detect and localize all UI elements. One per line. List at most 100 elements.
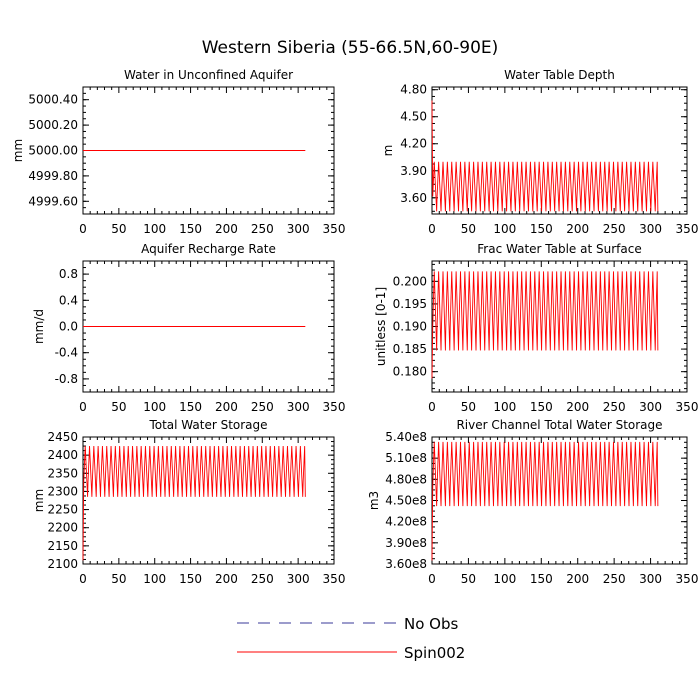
water-table-depth-xtick-label: 100 [493,222,516,236]
total-water-storage-xtick-label: 250 [251,572,274,586]
total-water-storage-xtick-label: 300 [287,572,310,586]
total-water-storage-ytick-label: 2350 [47,466,78,480]
water-table-depth-xtick-label: 250 [603,222,626,236]
total-water-storage-xtick-label: 100 [143,572,166,586]
water-table-depth-series-line [431,100,659,212]
frac-water-table-at-surface-xtick-label: 300 [639,400,662,414]
frac-water-table-at-surface-xtick-label: 250 [603,400,626,414]
total-water-storage-ytick-label: 2450 [47,430,78,444]
aquifer-recharge-rate-title: Aquifer Recharge Rate [141,242,276,256]
water-in-unconfined-aquifer-ytick-label: 4999.60 [28,194,78,208]
river-channel-total-water-storage-xtick-label: 0 [428,572,436,586]
water-in-unconfined-aquifer-title: Water in Unconfined Aquifer [124,68,293,82]
water-in-unconfined-aquifer-ytick-label: 5000.40 [28,93,78,107]
water-in-unconfined-aquifer-ylabel: mm [11,139,25,162]
total-water-storage-ytick-label: 2250 [47,503,78,517]
aquifer-recharge-rate-ytick-label: 0.8 [59,267,78,281]
water-table-depth-ylabel: m [381,145,395,157]
river-channel-total-water-storage-ytick-label: 5.40e8 [385,430,427,444]
aquifer-recharge-rate-xtick-label: 350 [323,400,346,414]
frac-water-table-at-surface-ytick-label: 0.195 [393,297,427,311]
aquifer-recharge-rate-ytick-label: -0.4 [55,346,78,360]
river-channel-total-water-storage-xtick-label: 100 [493,572,516,586]
water-table-depth-xtick-label: 300 [639,222,662,236]
river-channel-total-water-storage-ytick-label: 3.90e8 [385,536,427,550]
water-in-unconfined-aquifer-xtick-label: 350 [323,222,346,236]
total-water-storage-ytick-label: 2100 [47,557,78,571]
river-channel-total-water-storage-xtick-label: 200 [566,572,589,586]
water-table-depth-xtick-label: 0 [428,222,436,236]
water-in-unconfined-aquifer-xtick-label: 50 [111,222,126,236]
river-channel-total-water-storage-series-line [431,441,659,561]
frac-water-table-at-surface-ytick-label: 0.200 [393,274,427,288]
water-table-depth-ytick-label: 4.50 [400,110,427,124]
panels-group: Water in Unconfined Aquifer 0 50 100 150 200 2… [11,68,698,586]
water-in-unconfined-aquifer-xtick-label: 100 [143,222,166,236]
frac-water-table-at-surface-series-line [431,271,659,379]
river-channel-total-water-storage-ylabel: m3 [367,491,381,510]
total-water-storage-xtick-label: 200 [215,572,238,586]
frac-water-table-at-surface-xtick-label: 0 [428,400,436,414]
total-water-storage-ytick-label: 2300 [47,484,78,498]
water-table-depth-title: Water Table Depth [504,68,615,82]
frac-water-table-at-surface-xtick-label: 150 [530,400,553,414]
river-channel-total-water-storage-xtick-label: 300 [639,572,662,586]
river-channel-total-water-storage-xtick-label: 250 [603,572,626,586]
river-channel-total-water-storage-ytick-label: 3.60e8 [385,557,427,571]
total-water-storage-ytick-label: 2150 [47,539,78,553]
aquifer-recharge-rate-xtick-label: 250 [251,400,274,414]
aquifer-recharge-rate-ytick-label: 0.0 [59,320,78,334]
water-table-depth-xtick-label: 200 [566,222,589,236]
aquifer-recharge-rate-ytick-label: -0.8 [55,372,78,386]
water-table-depth-ytick-label: 4.80 [400,83,427,97]
frac-water-table-at-surface-ytick-label: 0.180 [393,365,427,379]
frac-water-table-at-surface-ytick-label: 0.190 [393,320,427,334]
river-channel-total-water-storage-xtick-label: 350 [676,572,699,586]
figure-title: Western Siberia (55-66.5N,60-90E) [202,38,499,58]
aquifer-recharge-rate-xtick-label: 0 [79,400,87,414]
water-in-unconfined-aquifer-ytick-label: 4999.80 [28,169,78,183]
river-channel-total-water-storage-title: River Channel Total Water Storage [456,418,662,432]
river-channel-total-water-storage-ytick-label: 4.50e8 [385,494,427,508]
frac-water-table-at-surface-xtick-label: 200 [566,400,589,414]
frac-water-table-at-surface-xtick-label: 50 [461,400,476,414]
water-in-unconfined-aquifer-ytick-label: 5000.00 [28,144,78,158]
water-in-unconfined-aquifer-xtick-label: 0 [79,222,87,236]
water-table-depth-ytick-label: 3.60 [400,191,427,205]
total-water-storage-title: Total Water Storage [148,418,267,432]
water-in-unconfined-aquifer-xtick-label: 300 [287,222,310,236]
total-water-storage-ytick-label: 2400 [47,448,78,462]
river-channel-total-water-storage-xtick-label: 50 [461,572,476,586]
water-table-depth-ytick-label: 4.20 [400,137,427,151]
water-table-depth-xtick-label: 350 [676,222,699,236]
water-in-unconfined-aquifer-xtick-label: 250 [251,222,274,236]
total-water-storage-xtick-label: 0 [79,572,87,586]
water-table-depth-xtick-label: 150 [530,222,553,236]
river-channel-total-water-storage-ytick-label: 4.80e8 [385,472,427,486]
aquifer-recharge-rate-xtick-label: 150 [179,400,202,414]
legend: No Obs Spin002 [237,615,465,662]
legend-label-no-obs: No Obs [404,615,458,633]
total-water-storage-ylabel: mm [32,489,46,512]
legend-label-spin002: Spin002 [404,644,465,662]
water-table-depth-xtick-label: 50 [461,222,476,236]
river-channel-total-water-storage-xtick-label: 150 [530,572,553,586]
aquifer-recharge-rate-xtick-label: 50 [111,400,126,414]
total-water-storage-series-line [82,446,306,561]
aquifer-recharge-rate-xtick-label: 100 [143,400,166,414]
water-in-unconfined-aquifer-ytick-label: 5000.20 [28,118,78,132]
total-water-storage-xtick-label: 150 [179,572,202,586]
total-water-storage-ytick-label: 2200 [47,521,78,535]
frac-water-table-at-surface-xtick-label: 350 [676,400,699,414]
aquifer-recharge-rate-ylabel: mm/d [32,309,46,344]
total-water-storage-xtick-label: 50 [111,572,126,586]
water-table-depth-ytick-label: 3.90 [400,164,427,178]
water-in-unconfined-aquifer-xtick-label: 150 [179,222,202,236]
frac-water-table-at-surface-xtick-label: 100 [493,400,516,414]
aquifer-recharge-rate-xtick-label: 300 [287,400,310,414]
total-water-storage-xtick-label: 350 [323,572,346,586]
frac-water-table-at-surface-ytick-label: 0.185 [393,342,427,356]
water-in-unconfined-aquifer-xtick-label: 200 [215,222,238,236]
river-channel-total-water-storage-ytick-label: 5.10e8 [385,451,427,465]
